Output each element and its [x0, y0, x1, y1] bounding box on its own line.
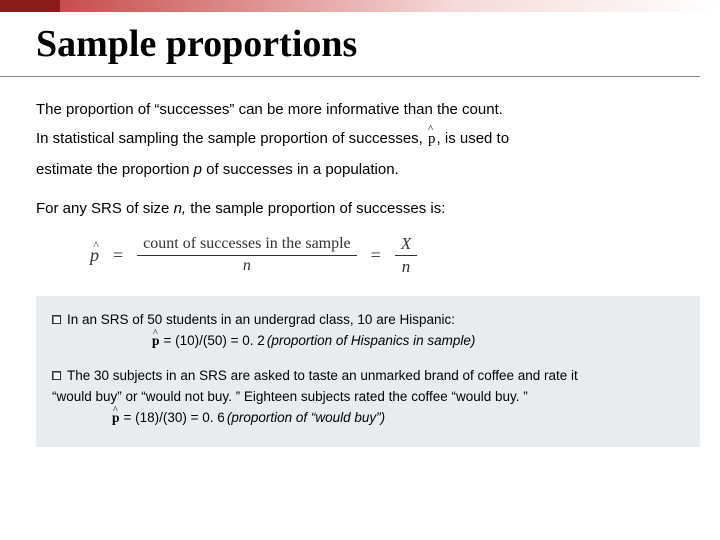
formula-num-text: count of successes in the sample — [137, 234, 357, 256]
header-stripe-gradient — [60, 0, 720, 12]
example-1-calc-line: ^p= (10)/(50) = 0. 2 (proportion of Hisp… — [52, 331, 684, 352]
para-line-3a: estimate the proportion — [36, 161, 194, 178]
para-line-2a: In statistical sampling the sample propo… — [36, 130, 427, 147]
example-2-line-1: The 30 subjects in an SRS are asked to t… — [52, 366, 684, 387]
example-box: In an SRS of 50 students in an undergrad… — [36, 296, 700, 447]
para-line-2b: , is used to — [437, 130, 510, 147]
bullet-icon — [52, 315, 61, 324]
para-line-4a: For any SRS of size — [36, 200, 174, 217]
header-stripe-dark — [0, 0, 60, 12]
example-2: The 30 subjects in an SRS are asked to t… — [52, 366, 684, 429]
para-line-4b: the sample proportion of successes is: — [186, 200, 445, 217]
example-1: In an SRS of 50 students in an undergrad… — [52, 310, 684, 352]
formula-p-hat: ^p — [90, 245, 99, 266]
example-1-text: In an SRS of 50 students in an undergrad… — [67, 312, 455, 327]
formula-den-n1: n — [237, 256, 257, 277]
example-1-line-1: In an SRS of 50 students in an undergrad… — [52, 310, 684, 331]
para-line-2: In statistical sampling the sample propo… — [36, 124, 684, 154]
example-2-ital: (proportion of “would buy”) — [227, 408, 385, 429]
para-p-ital: p — [194, 161, 202, 178]
formula-frac-xn: X n — [395, 233, 417, 278]
formula-x: X — [395, 233, 417, 256]
p-hat-bold-2: ^p — [112, 408, 122, 429]
bullet-icon — [52, 371, 61, 380]
example-1-ital: (proportion of Hispanics in sample) — [267, 331, 476, 352]
para-line-3b: of successes in a population. — [202, 161, 399, 178]
formula-den-n2: n — [396, 256, 417, 278]
formula-eq-2: = — [371, 245, 381, 266]
example-2-calc: = (18)/(30) = 0. 6 — [124, 408, 225, 429]
header-stripe — [0, 0, 720, 12]
example-2-text-1: The 30 subjects in an SRS are asked to t… — [67, 368, 578, 383]
page-title: Sample proportions — [0, 12, 700, 77]
para-n-ital: n, — [174, 200, 187, 217]
para-line-1: The proportion of “successes” can be mor… — [36, 95, 684, 124]
formula-eq-1: = — [113, 245, 123, 266]
body-paragraph: The proportion of “successes” can be mor… — [0, 77, 720, 223]
example-1-calc: = (10)/(50) = 0. 2 — [164, 331, 265, 352]
para-line-4: For any SRS of size n, the sample propor… — [36, 194, 684, 223]
p-hat-symbol: ^p — [427, 125, 437, 154]
p-hat-bold-1: ^p — [152, 331, 162, 352]
para-line-3: estimate the proportion p of successes i… — [36, 155, 684, 184]
formula-frac-text: count of successes in the sample n — [137, 234, 357, 277]
formula: ^p = count of successes in the sample n … — [0, 223, 720, 284]
example-2-line-2: “would buy” or “would not buy. ” Eightee… — [52, 387, 684, 408]
example-2-calc-line: ^p= (18)/(30) = 0. 6 (proportion of “wou… — [52, 408, 684, 429]
